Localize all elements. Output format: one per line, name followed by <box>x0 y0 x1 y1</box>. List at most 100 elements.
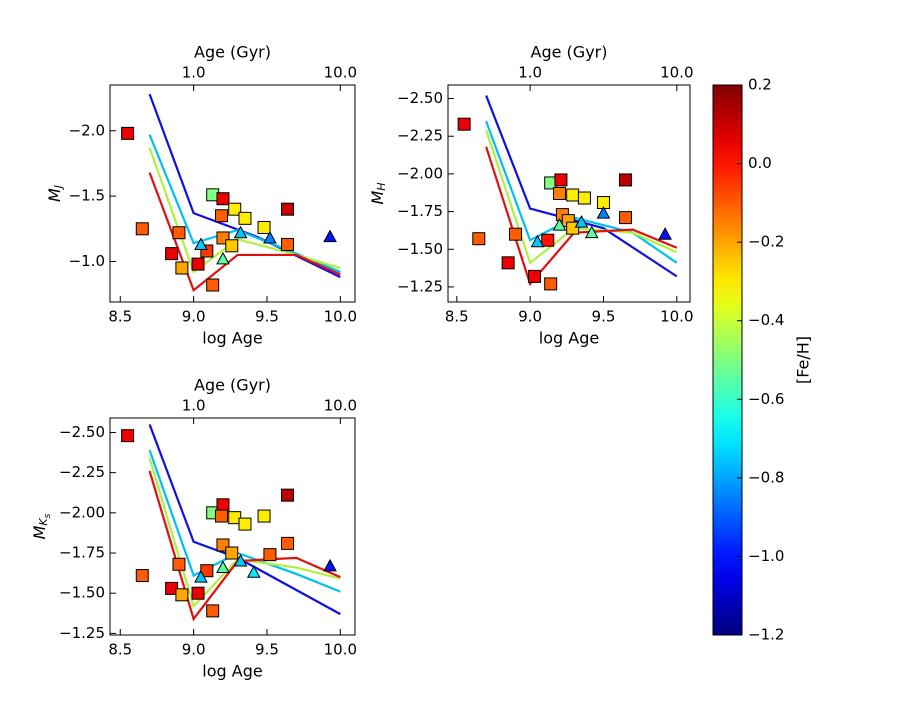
cluster-triangle <box>552 218 567 231</box>
cluster-square <box>257 220 271 234</box>
cluster-square <box>225 239 239 253</box>
y-label-sub: J <box>52 185 65 190</box>
y-tick-label: −2.25 <box>397 127 443 145</box>
colorbar-tick-label: −1.2 <box>748 626 784 644</box>
y-axis-label: MJ <box>45 185 66 202</box>
cluster-square <box>135 222 149 236</box>
y-label-main: M <box>45 188 64 202</box>
cluster-square <box>121 429 135 443</box>
y-label-subsub: s <box>43 513 53 518</box>
y-tick-label: −2.50 <box>397 89 443 107</box>
cluster-square <box>566 221 580 235</box>
cluster-square <box>281 237 295 251</box>
colorbar-tick-label: −0.2 <box>748 233 784 251</box>
cluster-square <box>228 202 242 216</box>
cluster-triangle <box>323 229 337 243</box>
y-axis-label: MH <box>368 182 389 204</box>
y-tick-label: −2.25 <box>59 463 105 481</box>
cluster-square <box>281 488 295 502</box>
x2-axis-label: Age (Gyr) <box>194 43 271 62</box>
cluster-square <box>472 232 486 246</box>
cluster-square <box>172 226 186 240</box>
model-line <box>485 95 678 278</box>
cluster-square <box>281 202 295 216</box>
x-tick-label: 8.5 <box>108 308 132 326</box>
cluster-triangle <box>596 206 611 219</box>
x2-tick-label: 1.0 <box>182 397 206 415</box>
y-tick-label: −1.25 <box>59 624 105 642</box>
cluster-square <box>175 261 189 275</box>
cluster-square <box>257 509 271 523</box>
x2-axis-label: Age (Gyr) <box>194 376 271 395</box>
y-tick-label: −1.50 <box>59 584 105 602</box>
x-axis-label: log Age <box>202 662 262 681</box>
cluster-square <box>618 173 632 187</box>
y-tick-label: −1.50 <box>397 240 443 258</box>
cluster-square <box>552 187 566 200</box>
cluster-triangle <box>263 230 277 244</box>
y-tick-label: −2.00 <box>397 164 443 182</box>
cluster-square <box>263 548 277 562</box>
cluster-square <box>554 173 568 187</box>
y-tick-label: −1.5 <box>69 187 105 205</box>
cluster-square <box>577 191 591 205</box>
axes-frame <box>109 417 356 636</box>
cluster-triangle <box>194 570 208 583</box>
cluster-triangle <box>658 227 672 240</box>
x-tick-label: 8.5 <box>108 641 132 659</box>
y-tick-label: −2.00 <box>59 503 105 521</box>
x-tick-label: 8.5 <box>445 308 469 326</box>
x2-tick-label: 1.0 <box>182 64 206 82</box>
cluster-square <box>135 569 149 583</box>
cluster-square <box>544 277 558 291</box>
cluster-triangle <box>584 225 599 239</box>
colorbar-tick-label: 0.0 <box>748 154 772 172</box>
cluster-triangle <box>530 234 545 248</box>
x-tick-label: 10.0 <box>324 641 357 659</box>
y-tick-label: −2.0 <box>69 121 105 139</box>
x-tick-label: 9.0 <box>518 308 542 326</box>
y-tick-label: −1.25 <box>397 277 443 295</box>
colorbar-label: [Fe/H] <box>794 336 813 384</box>
cluster-square <box>191 586 205 600</box>
cluster-square <box>175 588 189 602</box>
colorbar-tick-label: −0.8 <box>748 468 784 486</box>
x2-tick-label: 10.0 <box>324 64 357 82</box>
x-tick-label: 9.0 <box>182 641 206 659</box>
cluster-square <box>214 509 228 523</box>
x2-tick-label: 1.0 <box>518 64 542 82</box>
y-label-sub: H <box>375 182 388 190</box>
y-tick-label: −2.50 <box>59 423 105 441</box>
cluster-square <box>457 117 471 131</box>
cluster-square <box>566 188 580 202</box>
x2-axis-label: Age (Gyr) <box>531 43 608 62</box>
y-axis-label: MKs <box>30 513 53 539</box>
colorbar-tick-label: −1.0 <box>748 547 784 565</box>
colorbar-tick-label: −0.4 <box>748 311 784 329</box>
y-tick-label: −1.0 <box>69 252 105 270</box>
cluster-square <box>191 257 205 271</box>
cluster-triangle <box>216 251 230 265</box>
cluster-triangle <box>216 560 230 573</box>
cluster-square <box>541 233 555 247</box>
y-label-main: M <box>30 525 49 539</box>
cluster-square <box>618 211 632 225</box>
x-tick-label: 10.0 <box>660 308 693 326</box>
cluster-square <box>508 227 522 241</box>
x-axis-label: log Age <box>539 329 599 348</box>
colorbar-tick-label: −0.6 <box>748 390 784 408</box>
y-tick-label: −1.75 <box>59 544 105 562</box>
y-tick-label: −1.75 <box>397 202 443 220</box>
cluster-triangle <box>194 237 208 250</box>
cluster-square <box>172 557 186 571</box>
cluster-triangle <box>574 215 589 228</box>
model-line <box>148 147 341 274</box>
x-tick-label: 9.5 <box>255 641 279 659</box>
cluster-square <box>501 256 515 270</box>
cluster-square <box>206 278 220 292</box>
cluster-square <box>165 247 179 261</box>
cluster-square <box>206 604 220 618</box>
x2-tick-label: 10.0 <box>324 397 357 415</box>
cluster-triangle <box>233 225 248 239</box>
x-tick-label: 9.5 <box>592 308 616 326</box>
